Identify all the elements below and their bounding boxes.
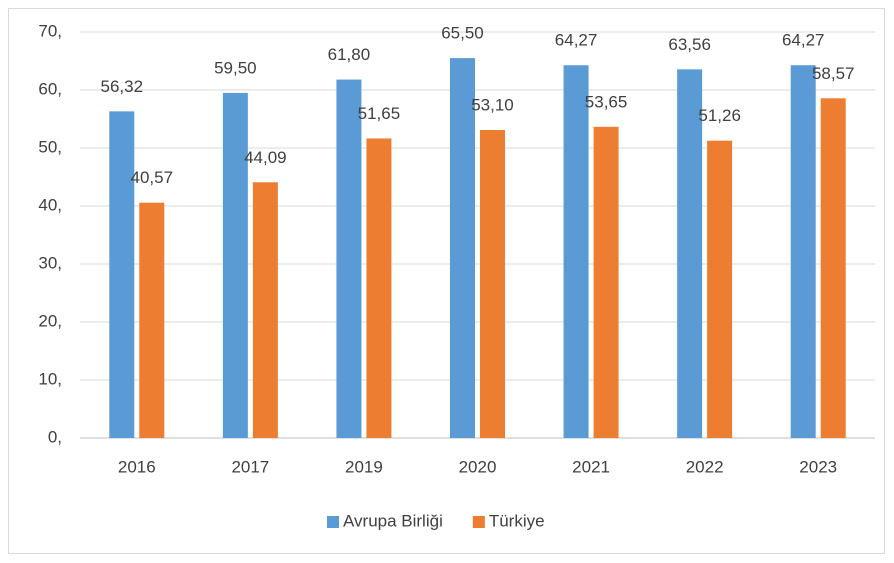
x-tick-label: 2017 — [231, 457, 269, 476]
bar — [222, 92, 248, 439]
bar — [366, 138, 392, 438]
bar — [820, 98, 846, 438]
x-tick-label: 2021 — [572, 457, 610, 476]
bar — [450, 58, 475, 438]
x-tick-label: 2020 — [459, 457, 497, 476]
data-label: 58,57 — [812, 64, 855, 83]
bar — [252, 182, 278, 438]
y-tick-label: 60, — [38, 79, 62, 98]
bar — [593, 126, 619, 438]
legend-label: Türkiye — [489, 511, 545, 530]
data-label: 64,27 — [555, 31, 598, 50]
data-label: 56,32 — [101, 77, 144, 96]
data-label: 59,50 — [214, 58, 257, 77]
bar — [707, 140, 733, 438]
data-label: 61,80 — [328, 45, 371, 64]
x-tick-label: 2016 — [118, 457, 156, 476]
bar — [480, 130, 505, 438]
y-tick-label: 40, — [38, 195, 62, 214]
x-tick-label: 2023 — [799, 457, 837, 476]
data-label: 65,50 — [441, 24, 484, 43]
y-tick-label: 20, — [38, 311, 62, 330]
x-tick-label: 2019 — [345, 457, 383, 476]
bar — [336, 79, 362, 438]
bar — [109, 111, 135, 439]
y-tick-label: 70, — [38, 21, 62, 40]
y-tick-label: 10, — [38, 369, 62, 388]
y-tick-label: 30, — [38, 253, 62, 272]
data-label: 53,65 — [585, 92, 628, 111]
bar — [563, 65, 589, 438]
bar — [677, 69, 703, 439]
y-tick-label: 0, — [48, 427, 62, 446]
data-label: 40,57 — [131, 168, 174, 187]
legend-swatch — [327, 516, 339, 528]
data-label: 63,56 — [668, 35, 711, 54]
bar — [139, 202, 165, 438]
data-label: 44,09 — [244, 148, 287, 167]
data-label: 53,10 — [471, 96, 514, 115]
data-label: 51,65 — [358, 104, 401, 123]
bar — [790, 65, 816, 438]
data-label: 64,27 — [782, 31, 825, 50]
data-label: 51,26 — [698, 106, 741, 125]
y-tick-label: 50, — [38, 137, 62, 156]
legend-swatch — [472, 516, 485, 528]
legend-label: Avrupa Birliği — [343, 511, 443, 530]
x-tick-label: 2022 — [686, 457, 724, 476]
